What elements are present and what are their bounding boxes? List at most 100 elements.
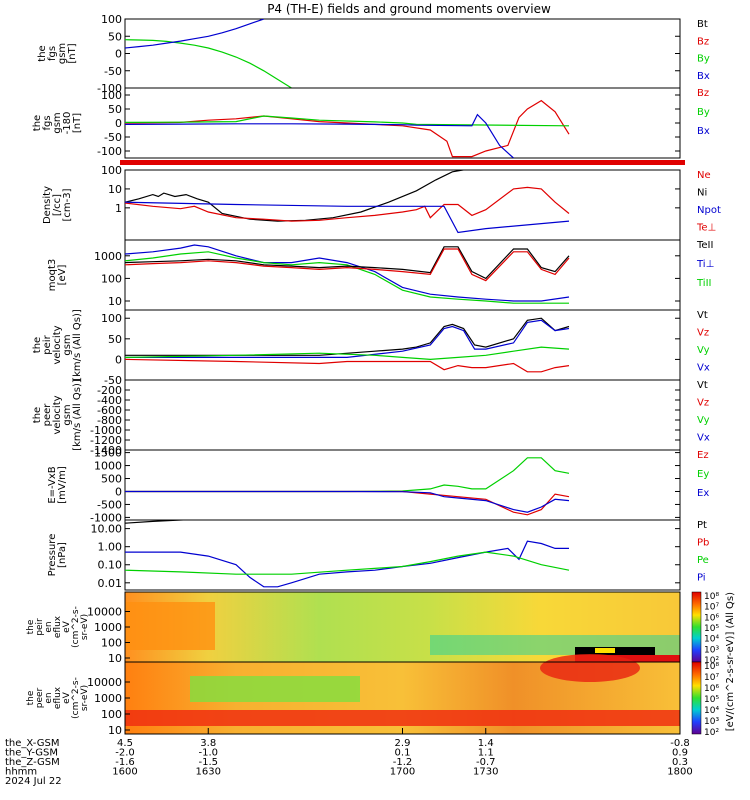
legend-label-Pt: Pt bbox=[697, 520, 707, 531]
heatmap-band bbox=[190, 676, 360, 702]
x-axis-date: 2024 Jul 22 bbox=[5, 776, 62, 787]
colorbar-tick-label: 10² bbox=[704, 656, 719, 666]
y-axis-label: [nT] bbox=[72, 113, 83, 133]
y-axis-label: Pressure bbox=[47, 534, 58, 577]
series-line-Te⊥ bbox=[125, 248, 570, 282]
series-line-Pe bbox=[125, 551, 570, 575]
panel-frame bbox=[124, 309, 681, 381]
legend-label-Ni: Ni bbox=[697, 188, 707, 199]
y-axis-label: [nPa] bbox=[57, 542, 68, 568]
panel-frame bbox=[124, 239, 681, 311]
legend-label-Ti⊥: Ti⊥ bbox=[696, 259, 714, 270]
y-axis-label: the bbox=[32, 115, 43, 131]
y-axis-label: [nT] bbox=[67, 43, 78, 63]
x-axis-row-label: hhmm bbox=[5, 767, 37, 778]
legend-label-Vz: Vz bbox=[697, 328, 709, 339]
y-tick-label: 10 bbox=[108, 183, 122, 196]
legend-label-Ey: Ey bbox=[697, 469, 709, 480]
legend-label-Ez: Ez bbox=[697, 450, 709, 461]
panel-4: 1000 100 10 moqt3 [eV] TeII Ti⊥ TiII bbox=[47, 239, 714, 311]
colorbar-tick-label: 10³ bbox=[704, 645, 719, 655]
legend-label-Pb: Pb bbox=[697, 538, 709, 549]
y-axis-label: eV bbox=[62, 620, 72, 633]
panel-6: -200-400-600-800-1000-1200-1400 the peer ve… bbox=[32, 379, 710, 457]
y-axis-label: gsm bbox=[62, 404, 73, 425]
series-line-Pi bbox=[125, 540, 569, 588]
y-tick-label: -400 bbox=[97, 394, 122, 407]
y-tick-label: 10 bbox=[108, 724, 122, 737]
series-line-Vt bbox=[125, 317, 570, 356]
y-axis-label: (cm^2-s- bbox=[71, 606, 81, 648]
y-tick-label: -50 bbox=[104, 374, 122, 387]
series-line-Ey bbox=[125, 457, 570, 493]
x-axis-value: 4.5 bbox=[117, 738, 133, 749]
y-axis-label: moqt3 bbox=[47, 259, 58, 292]
colorbar bbox=[691, 591, 702, 663]
y-tick-label: 100 bbox=[101, 637, 122, 650]
colorbar-tick-label: 10⁸ bbox=[704, 662, 719, 672]
x-axis-value: 1700 bbox=[390, 767, 415, 778]
x-axis-value: 1800 bbox=[667, 767, 692, 778]
legend-label-Pe: Pe bbox=[697, 555, 709, 566]
colorbar-tick-label: 10⁷ bbox=[704, 673, 719, 683]
series-line-Bz bbox=[125, 99, 570, 158]
heatmap-band bbox=[540, 654, 640, 682]
panel-frame bbox=[124, 379, 681, 451]
y-tick-label: -100 bbox=[97, 145, 122, 158]
y-axis-label: velocity bbox=[52, 325, 63, 364]
x-axis-row-label: the_X-GSM bbox=[5, 738, 59, 749]
y-tick-label: 0 bbox=[115, 48, 122, 61]
y-axis-label: fgs bbox=[47, 46, 58, 61]
y-tick-label: 10.00 bbox=[91, 523, 123, 536]
series-line-Npot bbox=[125, 201, 570, 234]
colorbar-tick-label: 10² bbox=[704, 728, 719, 738]
x-axis-value: 0.9 bbox=[672, 748, 688, 759]
y-axis-label: peir bbox=[35, 618, 45, 636]
legend-label-Ex: Ex bbox=[697, 488, 709, 499]
y-tick-label: -200 bbox=[97, 384, 122, 397]
x-axis-value: -1.0 bbox=[198, 748, 218, 759]
x-axis-value: 0.1 bbox=[395, 748, 411, 759]
y-tick-label: 10000 bbox=[87, 606, 122, 619]
x-axis-value: -2.0 bbox=[115, 748, 135, 759]
x-axis-value: 3.8 bbox=[200, 738, 216, 749]
panel-frame bbox=[124, 18, 681, 89]
y-tick-label: 100 bbox=[101, 164, 122, 177]
y-axis-label: sr-eV) bbox=[80, 614, 90, 640]
colorbar-tick-label: 10⁶ bbox=[704, 613, 719, 623]
series-line-Ez bbox=[125, 490, 570, 516]
y-axis-label: the bbox=[32, 337, 43, 353]
y-tick-label: 10000 bbox=[87, 676, 122, 689]
y-tick-label: -800 bbox=[97, 414, 122, 427]
legend-label-Pi: Pi bbox=[697, 573, 706, 584]
series-line-Pt bbox=[125, 520, 195, 524]
legend-label-Ne: Ne bbox=[697, 170, 711, 181]
heatmap-band bbox=[595, 648, 615, 653]
colorbar-tick-label: 10⁴ bbox=[704, 635, 719, 645]
heatmap-band bbox=[125, 602, 215, 650]
y-tick-label: 1 bbox=[115, 202, 122, 215]
y-tick-label: 1.00 bbox=[98, 541, 123, 554]
y-axis-label: [/cc] bbox=[52, 194, 63, 216]
y-tick-label: 10 bbox=[108, 295, 122, 308]
y-tick-label: 10 bbox=[108, 652, 122, 665]
x-axis-row-label: the_Z-GSM bbox=[5, 757, 60, 768]
y-tick-label: 50 bbox=[108, 103, 122, 116]
x-axis-value: -1.5 bbox=[198, 757, 218, 768]
series-line-Ni bbox=[125, 170, 467, 222]
legend-label-Te⊥: Te⊥ bbox=[696, 223, 716, 234]
y-axis-label: sr-eV) bbox=[80, 685, 90, 711]
y-tick-label: 500 bbox=[101, 473, 122, 486]
x-axis-value: -1.2 bbox=[393, 757, 413, 768]
colorbar-tick-label: 10⁵ bbox=[704, 695, 719, 705]
y-tick-label: 1000 bbox=[94, 460, 122, 473]
legend-label-Vz: Vz bbox=[697, 398, 709, 409]
x-axis-value: 1600 bbox=[112, 767, 137, 778]
series-line-Ex bbox=[125, 490, 570, 513]
x-axis-value: 2.9 bbox=[395, 738, 411, 749]
panel-frame bbox=[124, 169, 681, 241]
heatmap-panel-1: 10000 1000 100 10 the peir en eflux eV (cm^2-s-sr… bbox=[26, 591, 719, 666]
x-axis-row-label: the_Y-GSM bbox=[5, 748, 58, 759]
panel-1: 100 50 0 -50 -100 the fgs gsm [nT] Bt Bz By Bx bbox=[37, 13, 710, 95]
